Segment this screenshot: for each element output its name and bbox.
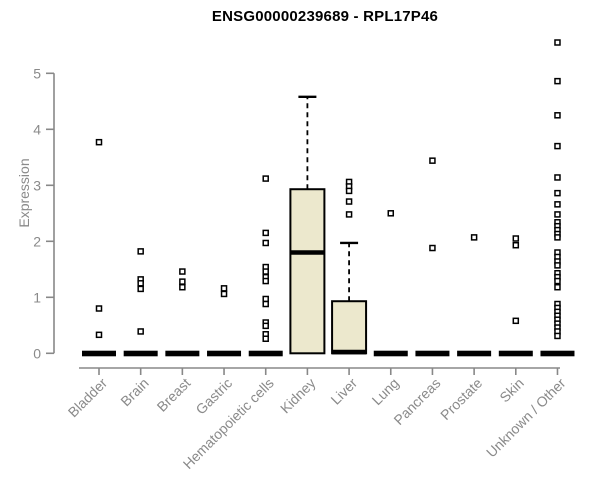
outlier-point [220,290,228,298]
outlier-point [179,278,186,285]
chart-title: ENSG00000239689 - RPL17P46 [211,8,439,25]
y-tick-label: 3 [33,177,41,193]
outlier-point [554,112,561,119]
zero-bar [165,350,200,357]
outlier-point [137,328,144,335]
outlier-point [262,229,269,237]
zero-bar [207,350,242,357]
x-tick-label-kidney: Kidney [277,375,319,417]
outlier-point [179,283,186,291]
outlier-point [512,235,520,242]
outlier-point [470,234,478,241]
zero-bar [457,350,492,357]
outlier-point [137,248,144,255]
y-tick-label: 5 [33,65,41,81]
boxplot-bladder [82,138,116,357]
outlier-point [137,285,144,293]
outlier-point [512,317,520,325]
outlier-point [554,262,561,269]
x-tick-label-prostate: Prostate [437,375,485,423]
x-tick-label-lung: Lung [369,375,402,408]
zero-bar [498,350,533,357]
outlier-point [262,239,269,247]
x-tick-label-bladder: Bladder [65,375,111,421]
outlier-point [429,157,436,164]
outlier-point [554,142,561,150]
boxplot-skin [498,235,533,357]
x-tick-label-liver: Liver [327,375,360,408]
boxplot-unknown-other [540,39,575,357]
y-axis-title: Expression [16,158,32,228]
zero-bar [248,350,283,357]
outlier-point [262,322,269,330]
outlier-point [95,331,103,339]
outlier-point [345,211,353,218]
outlier-point [554,77,561,85]
zero-bar [123,350,158,357]
outlier-point [554,189,561,197]
boxplot-kidney [289,95,326,355]
y-tick-label: 4 [33,121,41,137]
outlier-point [262,268,269,275]
outlier-point [554,39,561,46]
y-tick-label: 0 [33,345,41,361]
boxplot-liver [331,178,368,355]
outlier-point [95,305,103,312]
outlier-point [262,277,269,285]
outlier-point [554,211,561,218]
outlier-point [387,210,395,217]
boxplot-prostate [457,234,492,357]
outlier-point [512,241,520,249]
y-axis: 0 1 2 3 4 5 [33,65,55,361]
outlier-point [554,234,561,241]
outlier-point [345,198,353,205]
box [289,188,326,355]
outlier-point [554,332,561,340]
outlier-point [220,285,228,292]
outlier-point [554,174,561,181]
boxplot-breast [165,268,200,357]
zero-bar [373,350,408,357]
outlier-point [262,295,269,303]
outlier-point [95,138,103,146]
zero-bar [415,350,450,357]
x-tick-label-brain: Brain [117,375,151,409]
outlier-point [179,268,186,275]
outlier-point [262,175,269,182]
x-tick-label-skin: Skin [496,375,527,406]
boxplot-gastric [207,285,242,357]
outlier-point [429,244,436,252]
boxplot-lung [373,210,408,357]
outlier-point [137,280,144,287]
zero-bar [540,350,575,357]
boxplot-pancreas [415,157,450,357]
zero-bar [82,350,116,357]
y-tick-label: 2 [33,233,41,249]
outlier-point [554,201,561,208]
outlier-point [262,335,269,342]
boxplot-hematopoietic-cells [248,175,283,357]
outlier-point [262,300,269,308]
x-tick-label-breast: Breast [154,375,194,415]
box [331,300,368,355]
x-tick-label-unknown-other: Unknown / Other [483,375,569,461]
outlier-point [554,277,561,285]
boxplot-brain [123,248,158,357]
outlier-point [345,187,353,195]
y-tick-label: 1 [33,289,41,305]
outlier-point [554,283,561,291]
